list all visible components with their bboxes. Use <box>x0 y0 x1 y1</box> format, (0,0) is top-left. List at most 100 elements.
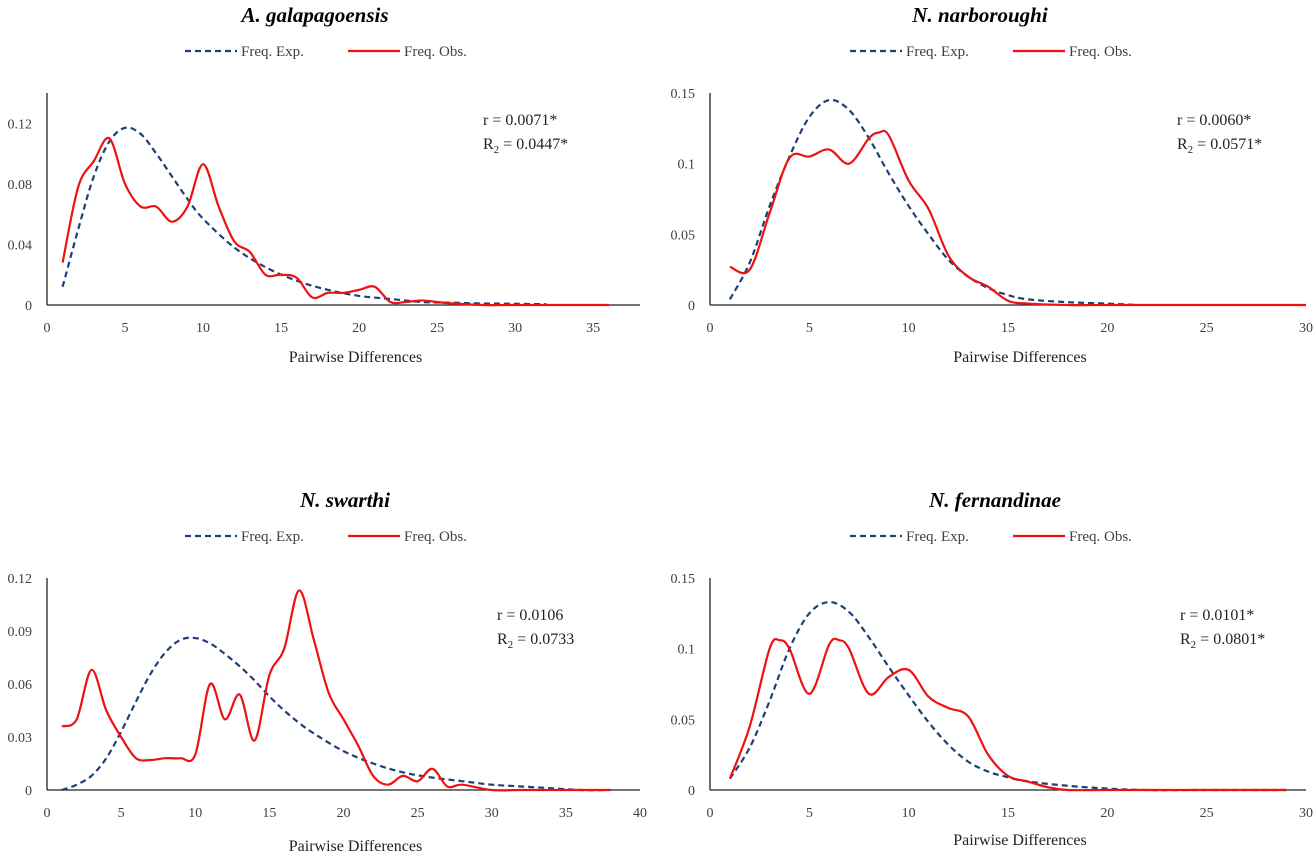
x-tick-label: 10 <box>902 321 916 336</box>
series-line-observed <box>728 637 1287 792</box>
chart-panel-1: A. galapagoensis Freq. Exp. Freq. Obs. 0 0.0… <box>8 3 640 366</box>
legend-label-observed: Freq. Obs. <box>1069 44 1132 60</box>
stat-r2-subscript: 2 <box>508 639 514 651</box>
series-line-expected <box>728 98 1138 307</box>
y-tick-label: 0.1 <box>678 643 696 658</box>
y-tick-label: 0.09 <box>8 625 33 640</box>
legend-label-expected: Freq. Exp. <box>241 529 304 545</box>
series-line-observed <box>729 129 1306 307</box>
x-tick-label: 15 <box>262 806 276 821</box>
stat-r2-value: = 0.0447* <box>499 136 568 153</box>
stat-r2-value: = 0.0571* <box>1193 136 1262 153</box>
legend-label-observed: Freq. Obs. <box>404 44 467 60</box>
x-tick-label: 20 <box>337 806 351 821</box>
x-tick-label: 20 <box>1100 806 1114 821</box>
x-tick-label: 5 <box>122 321 129 336</box>
stat-r2: R2 = 0.0801* <box>1180 631 1265 651</box>
x-tick-label: 15 <box>1001 806 1015 821</box>
y-tick-label: 0.15 <box>671 87 696 102</box>
x-tick-label: 25 <box>411 806 425 821</box>
legend-label-observed: Freq. Obs. <box>1069 529 1132 545</box>
legend-label-expected: Freq. Exp. <box>241 44 304 60</box>
chart-title: N. narboroughi <box>911 3 1048 27</box>
stat-r2-symbol: R <box>497 631 508 648</box>
x-tick-label: 5 <box>118 806 125 821</box>
x-tick-label: 30 <box>485 806 499 821</box>
legend-label-expected: Freq. Exp. <box>906 529 969 545</box>
stat-r2-value: = 0.0801* <box>1196 631 1265 648</box>
chart-panel-3: N. swarthi Freq. Exp. Freq. Obs. 0 0.03 0.06 0… <box>8 488 648 855</box>
legend: Freq. Exp. Freq. Obs. <box>850 529 1132 545</box>
chart-title: N. fernandinae <box>928 488 1061 512</box>
y-tick-label: 0 <box>25 299 32 314</box>
series-line-observed <box>61 136 609 307</box>
stat-r2-symbol: R <box>1177 136 1188 153</box>
series-line-expected <box>61 636 611 792</box>
stat-r2-subscript: 2 <box>1188 144 1194 156</box>
stat-r2-symbol: R <box>1180 631 1191 648</box>
x-tick-label: 30 <box>1299 806 1313 821</box>
x-axis-label: Pairwise Differences <box>953 832 1086 849</box>
stat-r: r = 0.0071* <box>483 112 557 129</box>
x-tick-label: 0 <box>707 321 714 336</box>
chart-title: A. galapagoensis <box>239 3 388 27</box>
x-axis-label: Pairwise Differences <box>289 838 422 855</box>
series-line-observed <box>61 589 611 792</box>
stat-r2-symbol: R <box>483 136 494 153</box>
x-tick-label: 40 <box>633 806 647 821</box>
legend: Freq. Exp. Freq. Obs. <box>850 44 1132 60</box>
series-line-expected <box>61 126 547 306</box>
x-axis-label: Pairwise Differences <box>953 349 1086 366</box>
y-tick-label: 0.12 <box>8 572 33 587</box>
legend: Freq. Exp. Freq. Obs. <box>185 44 467 60</box>
x-tick-label: 15 <box>274 321 288 336</box>
y-tick-label: 0.05 <box>671 228 696 243</box>
x-tick-label: 20 <box>1100 321 1114 336</box>
y-tick-label: 0.06 <box>8 678 33 693</box>
legend-label-expected: Freq. Exp. <box>906 44 969 60</box>
x-tick-label: 0 <box>707 806 714 821</box>
x-tick-label: 25 <box>1200 806 1214 821</box>
x-tick-label: 30 <box>1299 321 1313 336</box>
y-tick-label: 0.05 <box>671 713 696 728</box>
y-tick-label: 0 <box>688 784 695 799</box>
chart-panel-2: N. narboroughi Freq. Exp. Freq. Obs. 0 0.05 0… <box>671 3 1314 366</box>
x-tick-label: 30 <box>508 321 522 336</box>
legend-label-observed: Freq. Obs. <box>404 529 467 545</box>
y-tick-label: 0.1 <box>678 158 696 173</box>
chart-panel-4: N. fernandinae Freq. Exp. Freq. Obs. 0 0.05 0… <box>671 488 1314 849</box>
x-tick-label: 35 <box>586 321 600 336</box>
stat-r2-subscript: 2 <box>1191 639 1197 651</box>
stat-r: r = 0.0060* <box>1177 112 1251 129</box>
stat-r: r = 0.0106 <box>497 607 563 624</box>
x-tick-label: 5 <box>806 806 813 821</box>
y-tick-label: 0.03 <box>8 731 33 746</box>
y-tick-label: 0.15 <box>671 572 696 587</box>
stat-r2: R2 = 0.0733 <box>497 631 574 651</box>
stat-r2-subscript: 2 <box>494 144 500 156</box>
x-tick-label: 25 <box>1200 321 1214 336</box>
x-tick-label: 5 <box>806 321 813 336</box>
stat-r: r = 0.0101* <box>1180 607 1254 624</box>
x-tick-label: 0 <box>44 321 51 336</box>
x-tick-label: 20 <box>352 321 366 336</box>
y-tick-label: 0 <box>25 784 32 799</box>
x-axis-label: Pairwise Differences <box>289 349 422 366</box>
y-tick-label: 0.12 <box>8 117 33 132</box>
x-tick-label: 10 <box>196 321 210 336</box>
x-tick-label: 10 <box>902 806 916 821</box>
legend: Freq. Exp. Freq. Obs. <box>185 529 467 545</box>
y-tick-label: 0 <box>688 299 695 314</box>
y-tick-label: 0.04 <box>8 238 33 253</box>
stat-r2: R2 = 0.0447* <box>483 136 568 156</box>
chart-title: N. swarthi <box>299 488 390 512</box>
x-tick-label: 0 <box>44 806 51 821</box>
stat-r2: R2 = 0.0571* <box>1177 136 1262 156</box>
x-tick-label: 25 <box>430 321 444 336</box>
stat-r2-value: = 0.0733 <box>513 631 574 648</box>
x-tick-label: 15 <box>1001 321 1015 336</box>
y-tick-label: 0.08 <box>8 178 33 193</box>
x-tick-label: 10 <box>188 806 202 821</box>
x-tick-label: 35 <box>559 806 573 821</box>
